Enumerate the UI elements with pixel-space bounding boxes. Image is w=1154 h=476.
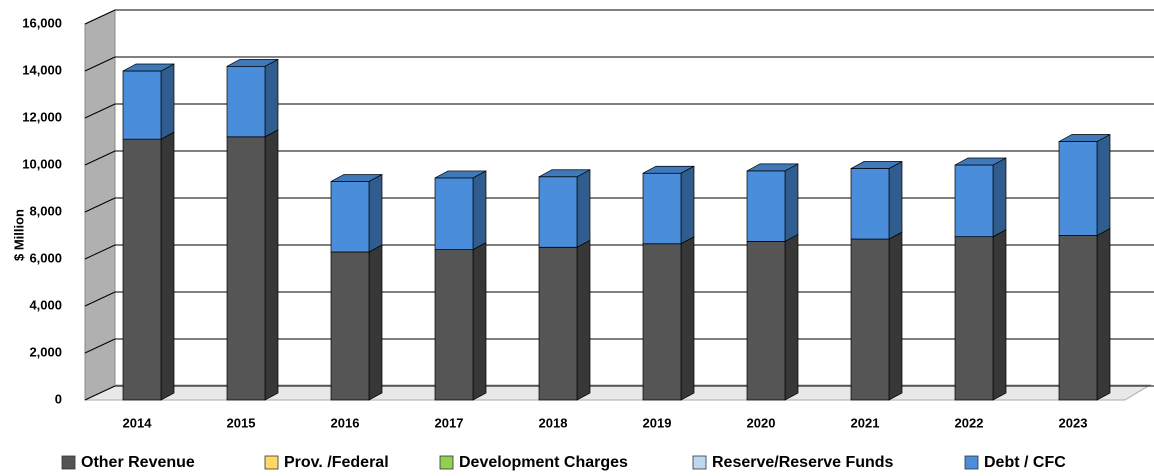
legend-label: Development Charges <box>459 454 628 471</box>
y-tick-label: 14,000 <box>22 62 62 77</box>
bar <box>954 236 994 401</box>
x-tick-label: 2016 <box>331 415 360 430</box>
bar-top <box>226 58 279 67</box>
bar-side <box>1096 133 1111 237</box>
bar-side <box>264 58 279 138</box>
bar-top <box>850 161 903 169</box>
x-tick-label: 2018 <box>539 415 568 430</box>
bar <box>538 246 578 401</box>
bar <box>122 138 162 401</box>
bar-top <box>434 170 487 179</box>
bar-side <box>472 170 487 251</box>
legend-swatch <box>964 455 979 470</box>
bar <box>434 249 474 401</box>
bar-side <box>1096 227 1111 401</box>
bar-top <box>538 169 591 178</box>
bar <box>746 241 786 401</box>
x-tick-label: 2015 <box>227 415 256 430</box>
x-tick-label: 2019 <box>643 415 672 430</box>
bar <box>226 65 266 138</box>
y-tick-label: 2,000 <box>29 344 62 359</box>
grid-line-wall <box>84 56 116 72</box>
bar-side <box>160 63 175 140</box>
x-tick-label: 2023 <box>1059 415 1088 430</box>
x-tick-label: 2020 <box>747 415 776 430</box>
y-tick-label: 10,000 <box>22 156 62 171</box>
bar-top <box>1058 134 1111 142</box>
bar-top <box>330 174 383 182</box>
bar-side <box>680 165 695 245</box>
bar-side <box>784 233 799 401</box>
bar-side <box>576 169 591 248</box>
grid-line-wall <box>84 103 116 119</box>
legend-label: Other Revenue <box>81 454 195 471</box>
bar-top <box>642 165 695 174</box>
x-tick-label: 2014 <box>123 415 153 430</box>
bar-side <box>472 242 487 401</box>
bar <box>538 176 578 248</box>
bar <box>850 238 890 401</box>
legend-swatch <box>61 455 76 470</box>
bar <box>1058 141 1098 236</box>
bar <box>330 251 370 401</box>
bar-top <box>746 163 799 172</box>
bar <box>434 177 474 250</box>
grid-line-wall <box>84 291 116 307</box>
bar-side <box>992 229 1007 401</box>
bar-top <box>954 157 1007 166</box>
bar-top <box>122 63 175 72</box>
y-tick-label: 0 <box>55 391 62 406</box>
grid-line-wall <box>84 150 116 166</box>
legend-swatch <box>439 455 454 470</box>
grid-line-wall <box>84 244 116 260</box>
bar <box>850 168 890 240</box>
bar-side <box>160 131 175 401</box>
x-tick-label: 2022 <box>955 415 984 430</box>
bar-side <box>368 244 383 401</box>
bar <box>954 164 994 238</box>
y-tick-label: 4,000 <box>29 297 62 312</box>
bar <box>330 181 370 253</box>
legend-swatch <box>692 455 707 470</box>
bar <box>122 70 162 140</box>
grid-line-wall <box>84 338 116 354</box>
y-axis-label: $ Million <box>11 209 26 261</box>
bar <box>1058 235 1098 401</box>
bar <box>226 136 266 401</box>
bar <box>746 170 786 242</box>
legend-label: Reserve/Reserve Funds <box>712 454 894 471</box>
y-tick-label: 8,000 <box>29 203 62 218</box>
legend-swatch <box>264 455 279 470</box>
bar <box>642 172 682 245</box>
bar-side <box>680 236 695 401</box>
bar-side <box>576 239 591 401</box>
y-tick-label: 6,000 <box>29 250 62 265</box>
bar-side <box>368 173 383 253</box>
bar-side <box>888 160 903 240</box>
x-tick-label: 2017 <box>435 415 464 430</box>
y-tick-label: 12,000 <box>22 109 62 124</box>
grid-line-wall <box>84 197 116 213</box>
bar-side <box>888 231 903 401</box>
bar-side <box>992 157 1007 238</box>
grid-line-wall <box>84 385 116 401</box>
bar-side <box>264 129 279 401</box>
legend-label: Debt / CFC <box>984 454 1066 471</box>
y-tick-label: 16,000 <box>22 15 62 30</box>
x-tick-label: 2021 <box>851 415 880 430</box>
legend-label: Prov. /Federal <box>284 454 389 471</box>
bar <box>642 243 682 401</box>
grid-line-wall <box>84 9 116 25</box>
bar-side <box>784 163 799 242</box>
